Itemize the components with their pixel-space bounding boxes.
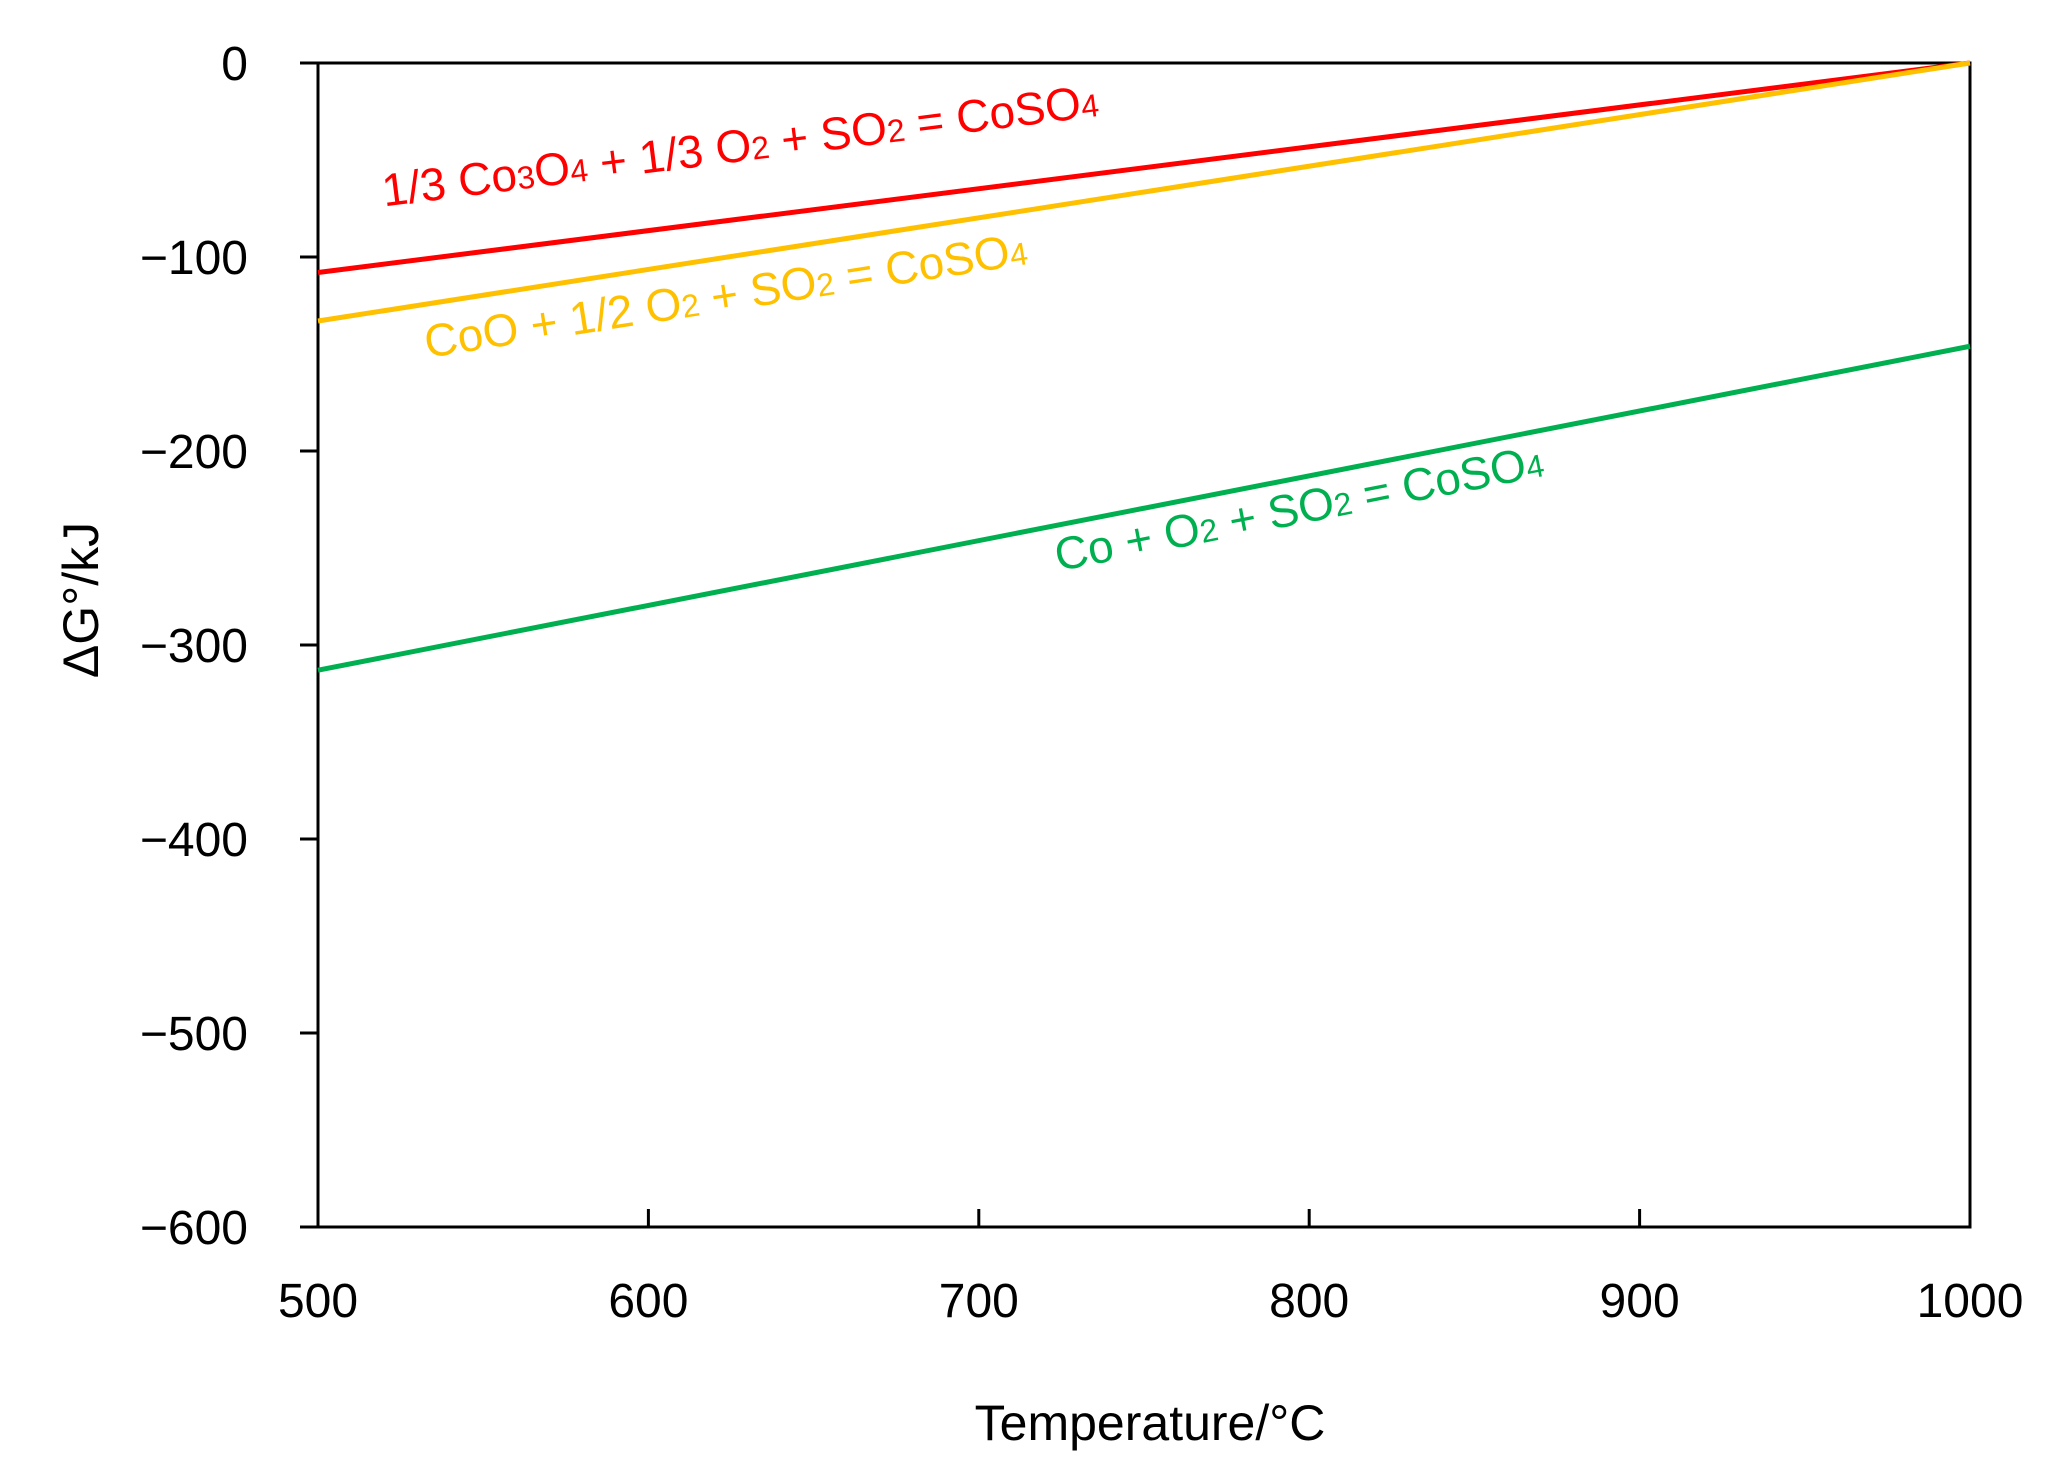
x-tick-label: 1000 (1917, 1275, 2024, 1328)
y-tick-label: −400 (140, 814, 248, 867)
series-line (317, 60, 1971, 324)
x-axis-title: Temperature/°C (975, 1395, 1326, 1451)
series-line (317, 343, 1971, 673)
y-tick-label: −100 (140, 232, 248, 285)
x-axis-ticks: 500 600 700 800 900 1000 (278, 1209, 2023, 1328)
y-tick-label: −300 (140, 620, 248, 673)
y-tick-label: −600 (140, 1202, 248, 1255)
y-tick-label: −500 (140, 1008, 248, 1061)
series-line (317, 60, 1971, 276)
x-tick-label: 800 (1269, 1275, 1349, 1328)
x-tick-label: 500 (278, 1275, 358, 1328)
x-tick-label: 700 (939, 1275, 1019, 1328)
series-layer (317, 60, 1971, 673)
x-tick-label: 900 (1600, 1275, 1680, 1328)
x-tick-label: 600 (608, 1275, 688, 1328)
y-tick-label: −200 (140, 426, 248, 479)
y-axis-ticks: 0 −100 −200 −300 −400 −500 −600 (140, 38, 318, 1255)
y-axis-title: ΔG°/kJ (53, 522, 109, 678)
y-tick-label: 0 (221, 38, 248, 91)
